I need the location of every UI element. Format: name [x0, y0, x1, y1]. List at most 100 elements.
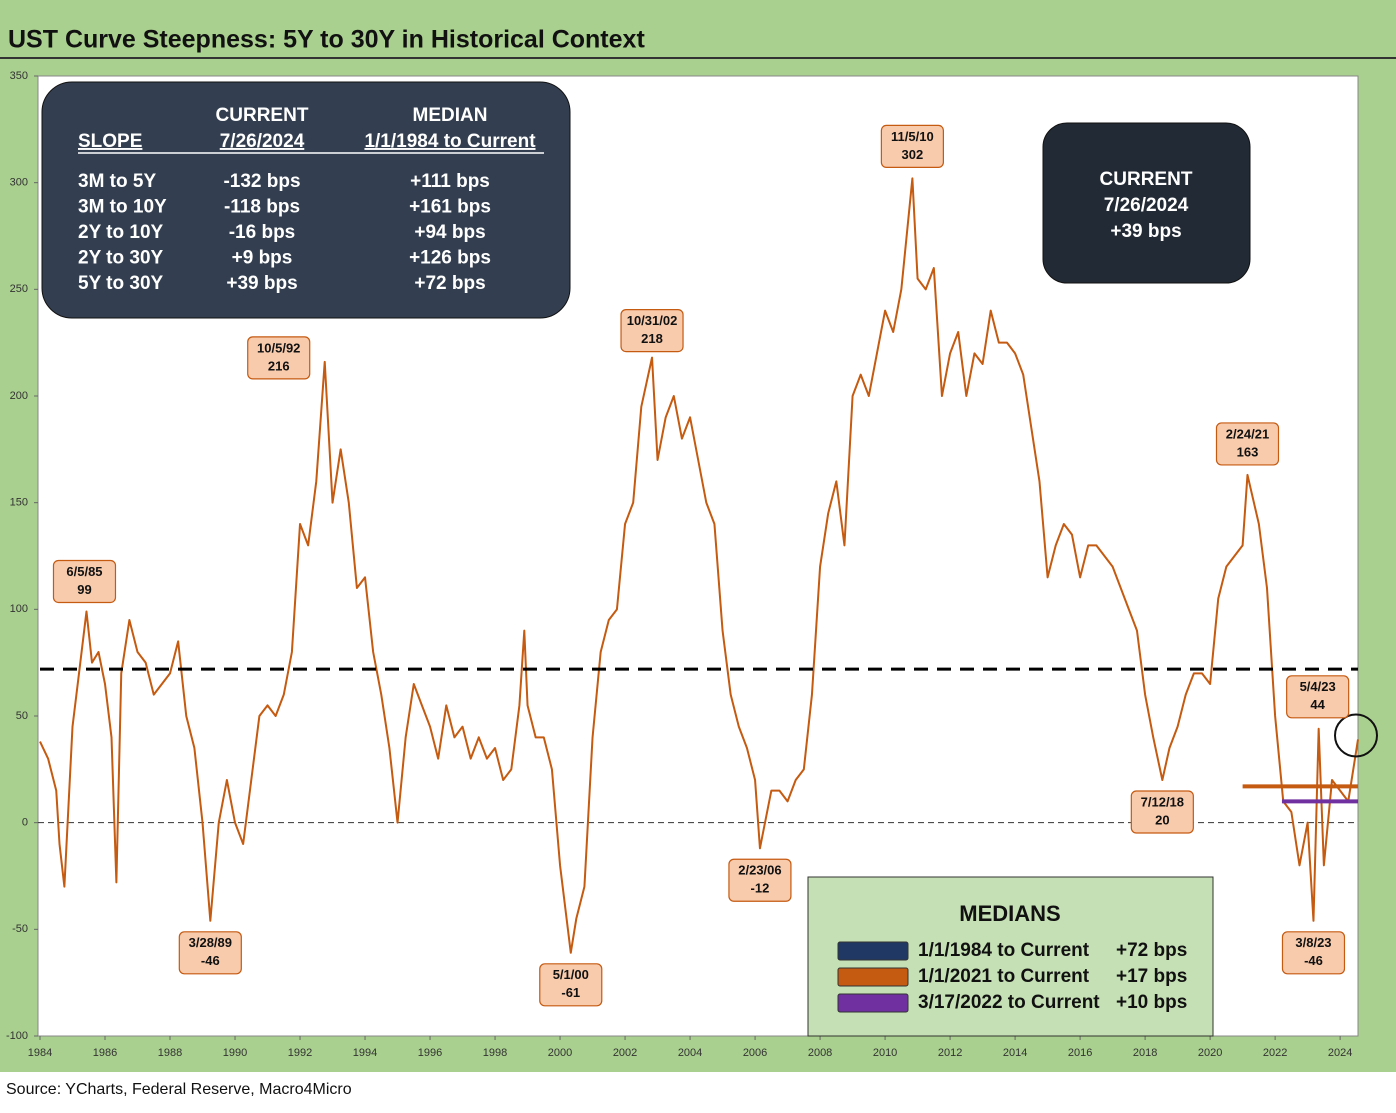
callout-date: 2/24/21 — [1226, 426, 1269, 441]
callout-box — [539, 963, 603, 1007]
callout-value: -12 — [751, 881, 770, 896]
chart-title: UST Curve Steepness: 5Y to 30Y in Histor… — [8, 26, 645, 54]
y-tick-label: 250 — [10, 283, 28, 295]
series-line — [39, 177, 1359, 954]
callout-date: 3/28/89 — [189, 935, 232, 950]
callout-date: 10/31/02 — [627, 313, 678, 328]
x-tick-label: 2006 — [743, 1047, 767, 1059]
x-tick-label: 2020 — [1198, 1047, 1222, 1059]
callout-box — [1281, 931, 1346, 975]
x-tick-label: 1986 — [93, 1047, 117, 1059]
legend-swatch — [837, 967, 909, 987]
callout-date: 3/8/23 — [1295, 935, 1331, 950]
x-tick-label: 1998 — [483, 1047, 507, 1059]
table-cell: -118 bps — [224, 197, 300, 218]
y-tick-label: 200 — [10, 390, 28, 402]
callout-value: -46 — [1304, 953, 1323, 968]
callout-value: 44 — [1310, 697, 1325, 712]
x-tick-label: 2012 — [938, 1047, 962, 1059]
table-box — [41, 81, 571, 319]
source: Source: YCharts, Federal Reserve, Macro4… — [6, 1081, 352, 1098]
x-tick-label: 1992 — [288, 1047, 312, 1059]
x-tick-label: 1996 — [418, 1047, 442, 1059]
callout-value: 20 — [1155, 812, 1169, 827]
callout-box — [880, 124, 944, 169]
y-tick-label: 150 — [10, 497, 28, 509]
y-tick-label: -50 — [12, 923, 28, 935]
legend-value: +10 bps — [1116, 992, 1187, 1013]
table-cell: 2Y to 10Y — [78, 222, 164, 243]
table-cell: -132 bps — [223, 171, 300, 192]
table-header: MEDIAN — [413, 105, 488, 126]
x-tick-label: 2018 — [1133, 1047, 1157, 1059]
legend-label: 1/1/2021 to Current — [918, 966, 1090, 987]
x-tick-label: 1988 — [158, 1047, 182, 1059]
callout-value: -46 — [201, 953, 220, 968]
table-cell: +161 bps — [409, 197, 491, 218]
callout-value: 163 — [1237, 444, 1259, 459]
table-cell: +94 bps — [414, 222, 485, 243]
callout-box — [1130, 790, 1194, 834]
x-tick-label: 2010 — [873, 1047, 897, 1059]
y-tick-label: 350 — [10, 70, 28, 82]
callout-value: 302 — [902, 147, 924, 162]
table-cell: 5Y to 30Y — [78, 273, 164, 294]
current-text: CURRENT — [1100, 169, 1193, 190]
callout-value: -61 — [561, 985, 580, 1000]
table-cell: 3M to 5Y — [78, 171, 156, 192]
x-tick-label: 2022 — [1263, 1047, 1287, 1059]
callout-date: 7/12/18 — [1141, 794, 1184, 809]
callout-value: 216 — [268, 358, 290, 373]
x-tick-label: 2014 — [1003, 1047, 1027, 1059]
table-cell: +9 bps — [232, 248, 293, 269]
y-tick-label: 0 — [22, 817, 28, 829]
table-cell: 2Y to 30Y — [78, 248, 164, 269]
x-tick-label: 2000 — [548, 1047, 572, 1059]
legend-label: 1/1/1984 to Current — [918, 940, 1090, 961]
callout-date: 5/1/00 — [553, 967, 589, 982]
current-text: +39 bps — [1110, 221, 1181, 242]
legend-value: +72 bps — [1116, 940, 1187, 961]
table-header: 7/26/2024 — [220, 131, 305, 152]
callout-date: 6/5/85 — [66, 564, 102, 579]
table-cell: +126 bps — [409, 248, 491, 269]
callout-box — [620, 309, 684, 353]
table-header: SLOPE — [78, 131, 142, 152]
callout-date: 2/23/06 — [738, 863, 781, 878]
legend-title: MEDIANS — [959, 901, 1060, 926]
table-cell: +39 bps — [226, 273, 297, 294]
legend-value: +17 bps — [1116, 966, 1187, 987]
current-box — [1042, 122, 1251, 284]
table-cell: +72 bps — [414, 273, 485, 294]
x-tick-label: 2002 — [613, 1047, 637, 1059]
table-cell: -16 bps — [229, 222, 296, 243]
callout-box — [1286, 675, 1350, 719]
x-tick-label: 2024 — [1328, 1047, 1352, 1059]
table-cell: 3M to 10Y — [78, 197, 167, 218]
callout-date: 10/5/92 — [257, 340, 300, 355]
y-tick-label: -100 — [6, 1030, 28, 1042]
callout-box — [247, 336, 311, 380]
table-cell: +111 bps — [410, 171, 490, 192]
callout-box — [1215, 422, 1280, 466]
x-tick-label: 1984 — [28, 1047, 52, 1059]
current-text: 7/26/2024 — [1104, 195, 1189, 216]
x-tick-label: 1994 — [353, 1047, 377, 1059]
legend-swatch — [837, 941, 909, 961]
callout-date: 5/4/23 — [1300, 679, 1336, 694]
y-tick-label: 300 — [10, 177, 28, 189]
x-tick-label: 1990 — [223, 1047, 247, 1059]
x-tick-label: 2008 — [808, 1047, 832, 1059]
callout-box — [178, 931, 242, 975]
callout-box — [52, 559, 117, 604]
callout-box — [728, 858, 792, 902]
table-header: CURRENT — [216, 105, 309, 126]
x-tick-label: 2016 — [1068, 1047, 1092, 1059]
callout-value: 99 — [77, 582, 91, 597]
current-circle — [1334, 713, 1378, 758]
x-tick-label: 2004 — [678, 1047, 702, 1059]
callout-date: 11/5/10 — [891, 129, 934, 144]
legend-label: 3/17/2022 to Current — [918, 992, 1100, 1013]
table-header: 1/1/1984 to Current — [364, 131, 536, 152]
y-tick-label: 100 — [10, 603, 28, 615]
